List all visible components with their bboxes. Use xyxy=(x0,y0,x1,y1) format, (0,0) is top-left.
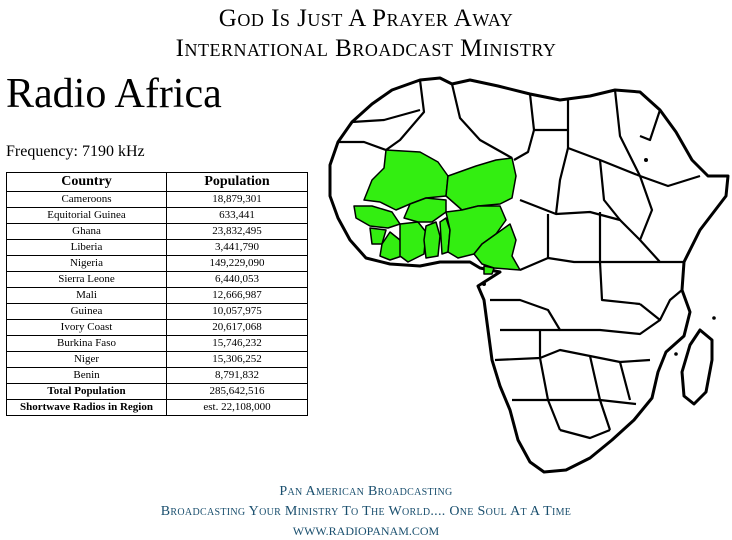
country-cell: Benin xyxy=(6,367,167,384)
border-central-3 xyxy=(638,175,684,264)
population-cell: 23,832,495 xyxy=(166,223,308,240)
country-cell: Guinea xyxy=(6,303,167,320)
table-row: Equitorial Guinea 633,441 xyxy=(6,207,308,224)
island-dot xyxy=(482,282,486,286)
africa-outline xyxy=(328,76,730,474)
border-south-6 xyxy=(618,361,632,401)
madagascar-shape xyxy=(680,328,714,406)
population-cell: 15,306,252 xyxy=(166,351,308,368)
border-south-8 xyxy=(559,428,611,440)
region-ghana xyxy=(423,221,441,259)
border-south-3 xyxy=(494,348,651,364)
frequency-label: Frequency: 7190 kHz xyxy=(6,143,145,160)
column-header-country: Country xyxy=(6,172,167,192)
population-cell: 8,791,832 xyxy=(166,367,308,384)
island-dot xyxy=(712,316,716,320)
highlighted-region xyxy=(353,149,521,275)
africa-map xyxy=(328,76,730,474)
country-borders xyxy=(338,79,701,440)
island-dot xyxy=(644,158,648,162)
population-cell: 149,229,090 xyxy=(166,255,308,272)
header-ministry: International Broadcast Ministry xyxy=(175,35,557,62)
country-cell: Cameroons xyxy=(6,191,167,208)
border-north-1 xyxy=(385,79,426,151)
footer: Pan American Broadcasting Broadcasting Y… xyxy=(0,482,732,540)
population-cell: 6,440,053 xyxy=(166,271,308,288)
footer-slogan: Broadcasting Your Ministry To The World.… xyxy=(160,504,572,519)
footer-company: Pan American Broadcasting xyxy=(279,484,453,499)
border-central-4 xyxy=(519,256,660,272)
border-south-9 xyxy=(639,289,683,322)
table-body: Cameroons 18,879,301 Equitorial Guinea 633… xyxy=(6,191,308,416)
table-row: Guinea 10,057,975 xyxy=(6,303,308,320)
border-central-2 xyxy=(598,159,621,221)
population-cell: 18,879,301 xyxy=(166,191,308,208)
border-north-2 xyxy=(450,83,513,159)
border-north-4 xyxy=(554,100,570,215)
border-north-3 xyxy=(513,93,536,161)
region-ivory-coast xyxy=(399,221,427,263)
country-cell: Sierra Leone xyxy=(6,271,167,288)
region-niger xyxy=(445,157,517,211)
population-table: Country Population Cameroons 18,879,301 E… xyxy=(6,172,308,416)
total-population-value: 285,642,516 xyxy=(166,383,308,400)
border-west-2 xyxy=(338,140,387,152)
country-cell: Liberia xyxy=(6,239,167,256)
table-row: Niger 15,306,252 xyxy=(6,351,308,368)
table-row: Mali 12,666,987 xyxy=(6,287,308,304)
country-cell: Equitorial Guinea xyxy=(6,207,167,224)
table-row: Burkina Faso 15,746,232 xyxy=(6,335,308,352)
border-west-1 xyxy=(351,108,421,124)
population-cell: 633,441 xyxy=(166,207,308,224)
country-cell: Burkina Faso xyxy=(6,335,167,352)
total-population-row: Total Population 285,642,516 xyxy=(6,383,308,400)
country-cell: Niger xyxy=(6,351,167,368)
country-cell: Mali xyxy=(6,287,167,304)
population-cell: 12,666,987 xyxy=(166,287,308,304)
table-header-row: Country Population xyxy=(6,172,308,192)
border-central-6 xyxy=(598,212,641,306)
population-cell: 20,617,068 xyxy=(166,319,308,336)
header-tagline: God Is Just A Prayer Away xyxy=(218,5,514,32)
country-cell: Ivory Coast xyxy=(6,319,167,336)
total-population-label: Total Population xyxy=(6,383,167,400)
region-burkina-faso xyxy=(403,197,447,223)
country-cell: Nigeria xyxy=(6,255,167,272)
africa-continent-shape xyxy=(328,76,730,474)
region-guinea xyxy=(353,205,401,229)
population-cell: 15,746,232 xyxy=(166,335,308,352)
border-north-6 xyxy=(613,89,641,177)
region-cameroon xyxy=(473,223,521,271)
shortwave-radios-row: Shortwave Radios in Region est. 22,108,00… xyxy=(6,399,308,416)
border-east-1 xyxy=(639,109,662,142)
table-row: Liberia 3,441,790 xyxy=(6,239,308,256)
table-row: Cameroons 18,879,301 xyxy=(6,191,308,208)
page-title: Radio Africa xyxy=(6,71,222,117)
table-row: Sierra Leone 6,440,053 xyxy=(6,271,308,288)
shortwave-radios-value: est. 22,108,000 xyxy=(166,399,308,416)
population-cell: 3,441,790 xyxy=(166,239,308,256)
column-header-population: Population xyxy=(166,172,308,192)
table-row: Ivory Coast 20,617,068 xyxy=(6,319,308,336)
table-row: Benin 8,791,832 xyxy=(6,367,308,384)
table-row: Nigeria 149,229,090 xyxy=(6,255,308,272)
population-cell: 10,057,975 xyxy=(166,303,308,320)
table-row: Ghana 23,832,495 xyxy=(6,223,308,240)
island-dot xyxy=(674,352,678,356)
header: God Is Just A Prayer Away International … xyxy=(0,4,732,64)
border-south-4 xyxy=(538,330,562,431)
border-south-7 xyxy=(512,398,637,406)
shortwave-radios-label: Shortwave Radios in Region xyxy=(6,399,167,416)
footer-website-link[interactable]: WWW.RADIOPANAM.COM xyxy=(292,524,440,538)
border-central-1 xyxy=(519,198,641,241)
islands xyxy=(482,158,716,356)
region-equatorial-guinea xyxy=(483,265,495,275)
country-cell: Ghana xyxy=(6,223,167,240)
